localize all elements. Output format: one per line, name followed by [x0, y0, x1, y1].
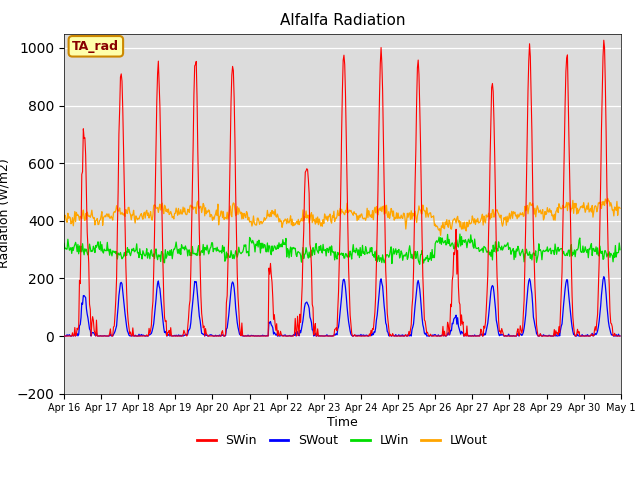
X-axis label: Time: Time [327, 416, 358, 429]
Text: TA_rad: TA_rad [72, 40, 119, 53]
Legend: SWin, SWout, LWin, LWout: SWin, SWout, LWin, LWout [192, 429, 493, 452]
Title: Alfalfa Radiation: Alfalfa Radiation [280, 13, 405, 28]
Y-axis label: Radiation (W/m2): Radiation (W/m2) [0, 159, 11, 268]
